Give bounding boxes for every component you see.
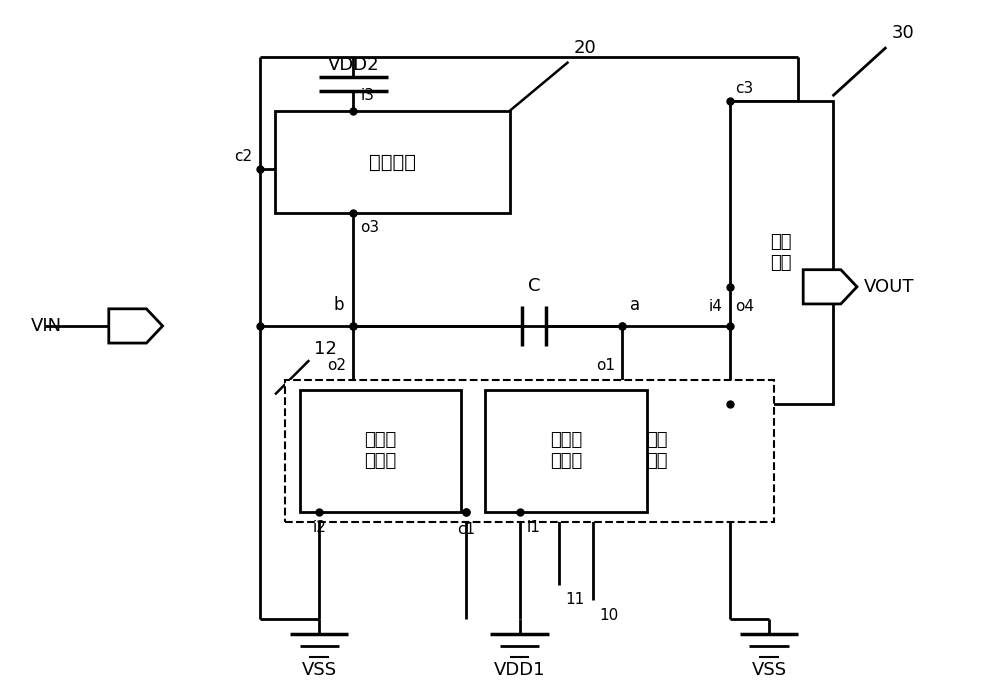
Text: b: b <box>333 296 344 314</box>
Text: VDD1: VDD1 <box>494 661 545 679</box>
Text: 输出
模块: 输出 模块 <box>770 233 792 272</box>
Polygon shape <box>109 308 163 343</box>
Text: C: C <box>528 276 540 295</box>
Bar <box>275 111 510 213</box>
Text: i1: i1 <box>526 520 540 535</box>
Text: VOUT: VOUT <box>864 278 914 295</box>
Text: i4: i4 <box>708 299 722 314</box>
Text: 12: 12 <box>314 340 337 358</box>
Bar <box>300 389 461 512</box>
Text: 升压模块: 升压模块 <box>369 153 416 172</box>
Text: i3: i3 <box>361 88 375 103</box>
Text: o1: o1 <box>596 358 615 373</box>
Text: 10: 10 <box>600 607 619 622</box>
Text: c2: c2 <box>234 148 253 163</box>
Text: 第二预
充单元: 第二预 充单元 <box>364 431 396 470</box>
Text: o2: o2 <box>327 358 346 373</box>
Polygon shape <box>803 269 857 304</box>
Text: 30: 30 <box>891 25 914 42</box>
Text: VIN: VIN <box>31 317 62 335</box>
Text: 第一预
充单元: 第一预 充单元 <box>550 431 582 470</box>
Text: 20: 20 <box>573 39 596 57</box>
Text: c1: c1 <box>457 521 475 536</box>
Text: 预充
模块: 预充 模块 <box>646 431 667 470</box>
Text: c3: c3 <box>735 81 753 96</box>
Text: 11: 11 <box>566 592 585 607</box>
Text: i5: i5 <box>735 384 749 399</box>
Text: a: a <box>630 296 640 314</box>
Bar <box>485 389 647 512</box>
Text: VSS: VSS <box>751 661 787 679</box>
Text: o4: o4 <box>735 298 754 313</box>
Text: i2: i2 <box>312 520 326 535</box>
Bar <box>285 380 774 521</box>
Text: VSS: VSS <box>302 661 337 679</box>
Bar <box>730 101 833 404</box>
Text: VDD2: VDD2 <box>327 56 379 74</box>
Text: o3: o3 <box>360 220 379 235</box>
